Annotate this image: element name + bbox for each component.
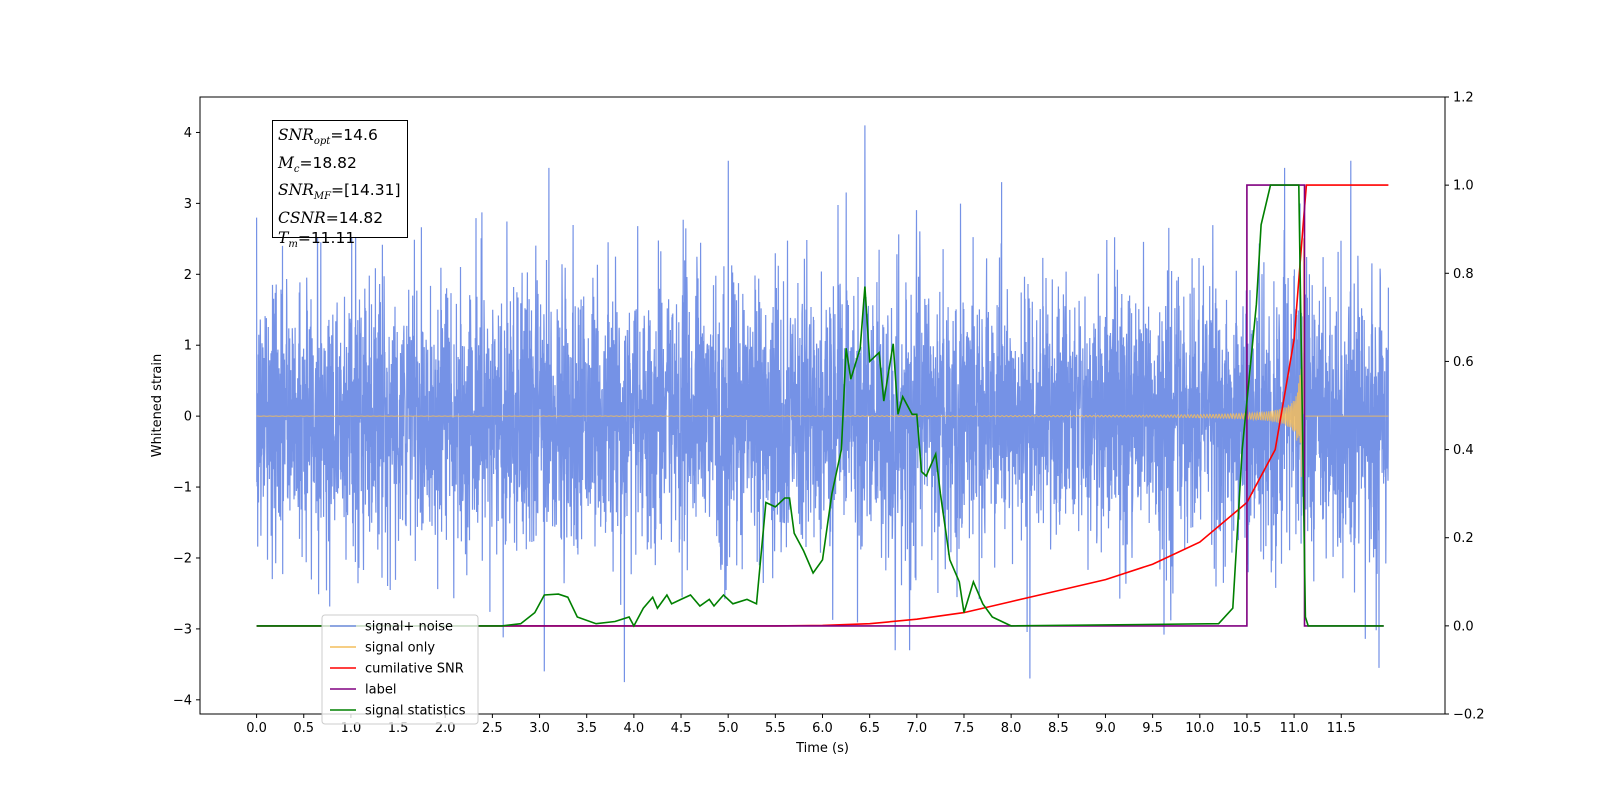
x-tick-label: 2.5 — [482, 721, 503, 736]
y-axis-label: Whitened strain — [150, 354, 165, 457]
y-tick-label: 2 — [184, 268, 192, 283]
x-axis: 0.0 0.5 1.0 1.5 2.0 2.5 3.0 3.5 4.0 4.5 5.0 5.5 6.0 6… — [246, 714, 1356, 736]
x-axis-label: Time (s) — [795, 741, 849, 756]
y-tick-label: −3 — [173, 622, 192, 637]
x-tick-label: 10.0 — [1185, 721, 1214, 736]
tm-value: =11.11 — [297, 229, 356, 248]
legend-label: label — [365, 683, 396, 698]
legend-label: signal only — [365, 641, 435, 656]
y2-tick-label: 0.8 — [1453, 267, 1474, 282]
x-tick-label: 9.5 — [1142, 721, 1163, 736]
y-tick-label: 1 — [184, 339, 192, 354]
legend: signal+ noise signal only cumilative SNR la… — [321, 614, 479, 725]
tm-line: Tm=11.11 — [278, 228, 407, 256]
x-tick-label: 8.0 — [1001, 721, 1022, 736]
x-tick-label: 8.5 — [1048, 721, 1069, 736]
snr-mf-symbol: SNR — [278, 181, 314, 200]
snr-opt-subscript: opt — [313, 136, 331, 148]
plot-area — [256, 125, 1389, 683]
tm-subscript: m — [288, 239, 298, 251]
x-tick-label: 4.5 — [671, 721, 692, 736]
x-tick-label: 5.0 — [718, 721, 739, 736]
snr-opt-line: SNRopt=14.6 — [278, 125, 407, 153]
snr-opt-value: =14.6 — [330, 126, 378, 144]
x-tick-label: 1.5 — [388, 721, 409, 736]
mc-line: Mc=18.82 — [278, 153, 407, 181]
y-tick-label: −2 — [173, 551, 192, 566]
y-axis-right: −0.2 0.0 0.2 0.4 0.6 0.8 1.0 1.2 — [1445, 91, 1485, 723]
cumulative-snr-line — [256, 184, 1389, 627]
x-tick-label: 1.0 — [341, 721, 362, 736]
tm-symbol: T — [278, 229, 289, 248]
snr-mf-subscript: MF — [313, 191, 332, 203]
x-tick-label: 6.5 — [859, 721, 880, 736]
y-axis-left: −4 −3 −2 −1 0 1 2 3 4 — [173, 126, 200, 708]
x-tick-label: 0.0 — [246, 721, 267, 736]
x-tick-label: 7.5 — [954, 721, 975, 736]
snr-mf-value: =[14.31] — [331, 181, 401, 200]
y2-tick-label: −0.2 — [1453, 708, 1485, 723]
mc-value: =18.82 — [299, 153, 357, 172]
x-tick-label: 9.0 — [1095, 721, 1116, 736]
y2-tick-label: 1.0 — [1453, 179, 1474, 194]
mc-symbol: M — [278, 153, 294, 172]
y2-tick-label: 1.2 — [1453, 91, 1474, 106]
x-tick-label: 11.5 — [1327, 721, 1356, 736]
y-tick-label: −1 — [173, 481, 192, 496]
snr-opt-symbol: SNR — [278, 126, 314, 144]
x-tick-label: 11.0 — [1280, 721, 1309, 736]
legend-label: signal+ noise — [365, 620, 453, 635]
y-tick-label: 4 — [184, 126, 192, 141]
x-tick-label: 0.5 — [293, 721, 314, 736]
x-tick-label: 6.0 — [812, 721, 833, 736]
x-tick-label: 4.0 — [624, 721, 645, 736]
csnr-value: =14.82 — [325, 208, 384, 227]
y-tick-label: 0 — [184, 410, 192, 425]
y2-tick-label: 0.0 — [1453, 619, 1474, 634]
signal-only-line — [256, 238, 1389, 478]
y-tick-label: −4 — [173, 693, 192, 708]
y2-tick-label: 0.4 — [1453, 443, 1474, 458]
x-tick-label: 10.5 — [1232, 721, 1261, 736]
y2-tick-label: 0.6 — [1453, 355, 1474, 370]
snr-info-box: SNRopt=14.6 Mc=18.82 SNRMF=[14.31] CSNR=… — [272, 120, 408, 250]
x-tick-label: 5.5 — [765, 721, 786, 736]
x-tick-label: 2.0 — [435, 721, 456, 736]
csnr-symbol: CSNR — [278, 208, 326, 227]
legend-box — [321, 614, 479, 725]
signal-statistics-line — [256, 184, 1384, 628]
mc-subscript: c — [293, 163, 300, 175]
x-tick-label: 3.5 — [576, 721, 597, 736]
legend-label: cumilative SNR — [365, 662, 464, 677]
x-tick-label: 3.0 — [529, 721, 550, 736]
y-tick-label: 3 — [184, 197, 192, 212]
csnr-line: CSNR=14.82 — [278, 208, 407, 229]
snr-mf-line: SNRMF=[14.31] — [278, 180, 407, 208]
signal-noise-line — [256, 125, 1389, 683]
y2-tick-label: 0.2 — [1453, 531, 1474, 546]
legend-label: signal statistics — [365, 704, 466, 719]
x-tick-label: 7.0 — [906, 721, 927, 736]
